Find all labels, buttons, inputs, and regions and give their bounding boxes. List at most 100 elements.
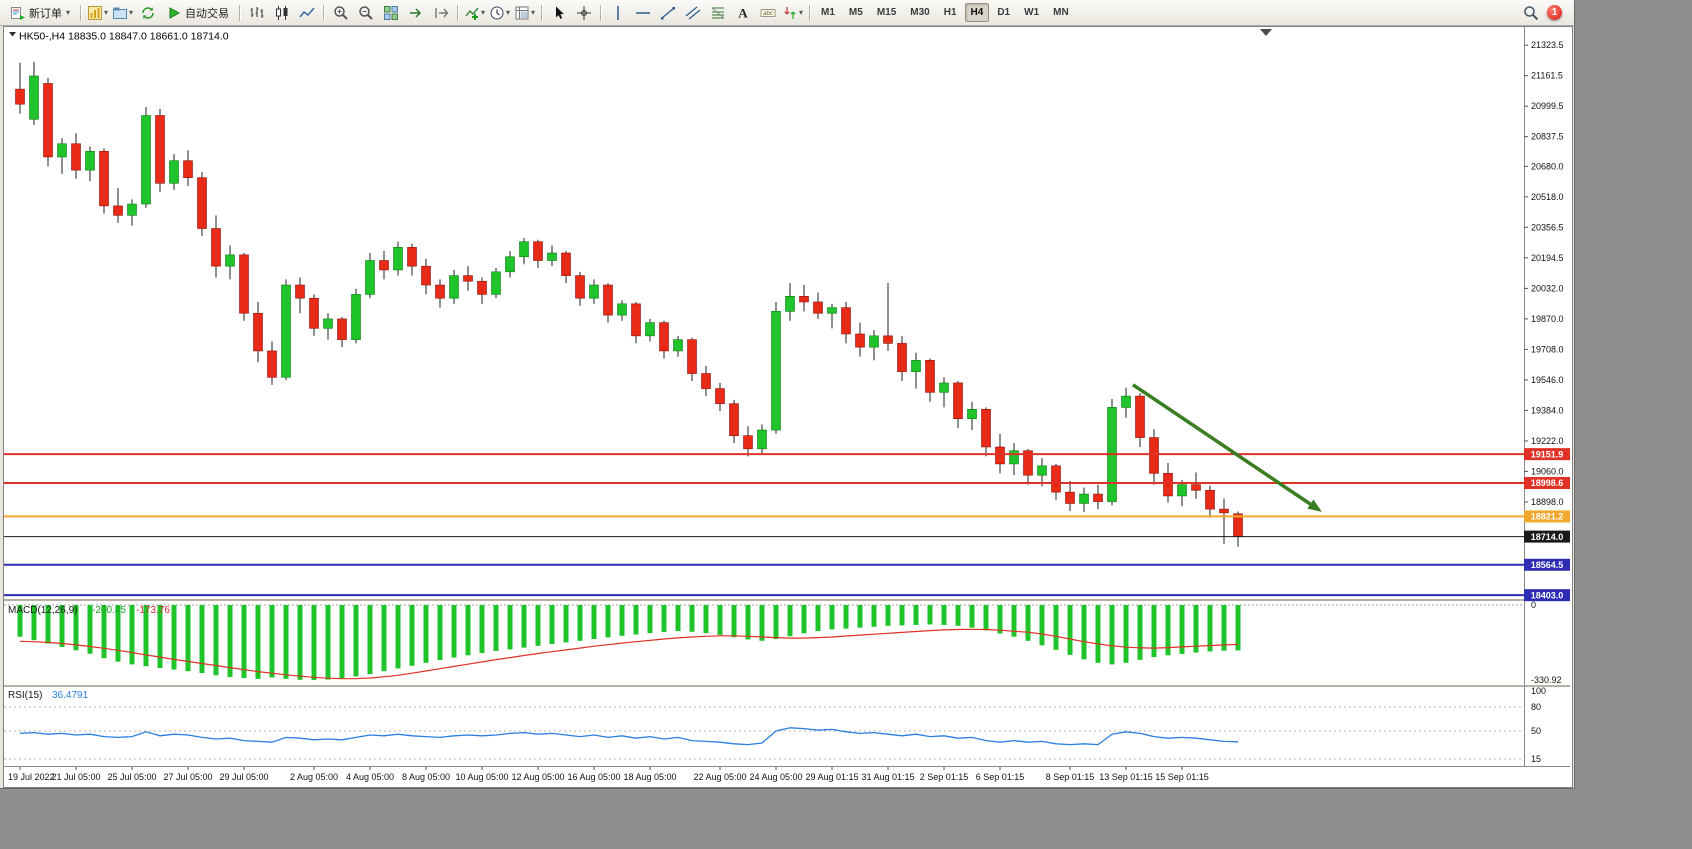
bull-candle bbox=[757, 429, 767, 450]
timeframe-d1-button[interactable]: D1 bbox=[997, 7, 1011, 18]
timeframe-m15-button[interactable]: M15 bbox=[876, 7, 897, 18]
timeframe-h1-button[interactable]: H1 bbox=[943, 7, 957, 18]
timeframe-w1-button[interactable]: W1 bbox=[1024, 7, 1040, 18]
bull-candle bbox=[365, 260, 375, 295]
bull-candle bbox=[771, 311, 781, 431]
refresh-button[interactable] bbox=[135, 2, 160, 24]
cursor-button[interactable] bbox=[546, 2, 571, 24]
bear-candle bbox=[15, 88, 25, 105]
cursor-icon bbox=[551, 5, 567, 21]
macd-histogram-bar bbox=[1095, 605, 1101, 663]
trendline-button[interactable] bbox=[655, 2, 680, 24]
symbol-dropdown-icon[interactable] bbox=[9, 32, 16, 37]
macd-histogram-bar bbox=[241, 605, 247, 678]
tile-windows-button[interactable] bbox=[378, 2, 403, 24]
price-axis-label: 21161.5 bbox=[1531, 71, 1563, 81]
timeframe-h4-button[interactable]: H4 bbox=[964, 3, 990, 22]
chart-window: 19151.9 18998.6 18821.2 18714.0 18564.5 18403… bbox=[3, 26, 1573, 788]
timeframe-m1-button[interactable]: M1 bbox=[821, 7, 835, 18]
chart-shift-marker[interactable] bbox=[1260, 29, 1272, 36]
time-axis-label: 8 Sep 01:15 bbox=[1046, 772, 1095, 782]
bear-candle bbox=[309, 297, 319, 329]
macd-histogram-bar bbox=[1081, 605, 1087, 660]
macd-main-value: -200.45 bbox=[92, 605, 126, 616]
equidistant-channel-button[interactable] bbox=[680, 2, 705, 24]
pane-splitter-macd[interactable] bbox=[4, 599, 1570, 601]
fibonacci-button[interactable] bbox=[705, 2, 730, 24]
vertical-line-button[interactable] bbox=[605, 2, 630, 24]
new-chart-button[interactable]: ▾ bbox=[85, 2, 110, 24]
profiles-button[interactable]: ▾ bbox=[110, 2, 135, 24]
macd-histogram-bar bbox=[465, 605, 471, 656]
bull-candle bbox=[547, 252, 557, 261]
pane-splitter-rsi[interactable] bbox=[4, 685, 1570, 687]
chart-canvas[interactable]: 19151.9 18998.6 18821.2 18714.0 18564.5 18403… bbox=[4, 27, 1570, 785]
macd-histogram-bar bbox=[815, 605, 821, 632]
templates-button[interactable]: ▾ bbox=[512, 2, 537, 24]
macd-histogram-bar bbox=[871, 605, 877, 627]
bear-candle bbox=[631, 303, 641, 337]
vline-icon bbox=[610, 5, 626, 21]
zoom-out-button[interactable] bbox=[353, 2, 378, 24]
price-axis-label: 20356.5 bbox=[1531, 222, 1564, 232]
chart-shift-button[interactable] bbox=[428, 2, 453, 24]
search-button[interactable] bbox=[1518, 2, 1543, 24]
periods-button[interactable]: ▾ bbox=[487, 2, 512, 24]
price-axis-label: 19546.0 bbox=[1531, 375, 1564, 385]
template-icon bbox=[514, 5, 530, 21]
macd-histogram-bar bbox=[1193, 605, 1199, 653]
linechart-icon bbox=[298, 5, 315, 21]
rsi-line bbox=[19, 727, 1239, 746]
new-order-button[interactable]: 新订单 ▾ bbox=[4, 2, 76, 24]
timeframe-m5-button[interactable]: M5 bbox=[848, 7, 863, 18]
macd-histogram-bar bbox=[633, 605, 639, 635]
bear-candle bbox=[295, 284, 305, 299]
line-chart-button[interactable] bbox=[294, 2, 319, 24]
price-axis-label: 20837.5 bbox=[1531, 132, 1564, 142]
time-axis-label: 2 Aug 05:00 bbox=[290, 772, 338, 782]
macd-histogram-bar bbox=[255, 605, 261, 679]
macd-histogram-bar bbox=[1053, 605, 1059, 650]
notification-badge[interactable]: 1 bbox=[1547, 5, 1562, 20]
indicators-button[interactable]: ▾ bbox=[462, 2, 487, 24]
horizontal-line-button[interactable] bbox=[630, 2, 655, 24]
bull-candle bbox=[967, 408, 977, 420]
time-axis-label: 21 Jul 05:00 bbox=[51, 772, 100, 782]
bear-candle bbox=[239, 254, 249, 314]
timeframe-mn-button[interactable]: MN bbox=[1053, 7, 1069, 18]
macd-histogram-bar bbox=[115, 605, 121, 662]
macd-histogram-bar bbox=[227, 605, 233, 678]
price-axis[interactable]: 21323.5 21161.5 20999.5 20837.5 20680.0 20518… bbox=[1524, 40, 1564, 764]
candlestick-chart-button[interactable] bbox=[269, 2, 294, 24]
macd-histogram-bar bbox=[171, 605, 177, 670]
zoom-in-button[interactable] bbox=[328, 2, 353, 24]
price-badge-label: 18403.0 bbox=[1531, 590, 1564, 600]
macd-histogram-bar bbox=[381, 605, 387, 672]
bear-candle bbox=[1051, 465, 1061, 493]
bull-candle bbox=[449, 275, 459, 299]
price-axis-label: 19222.0 bbox=[1531, 436, 1564, 446]
text-button[interactable]: A bbox=[730, 2, 755, 24]
time-axis-label: 31 Aug 01:15 bbox=[861, 772, 914, 782]
text-label-button[interactable]: abc bbox=[755, 2, 780, 24]
arrows-button[interactable]: ▾ bbox=[780, 2, 805, 24]
bear-candle bbox=[435, 284, 445, 299]
macd-histogram-bar bbox=[1123, 605, 1129, 663]
macd-histogram-bar bbox=[591, 605, 597, 639]
crosshair-button[interactable] bbox=[571, 2, 596, 24]
bar-chart-button[interactable] bbox=[244, 2, 269, 24]
auto-scroll-button[interactable] bbox=[403, 2, 428, 24]
trend-arrow-annotation[interactable] bbox=[1132, 383, 1322, 512]
timeframe-m30-button[interactable]: M30 bbox=[910, 7, 930, 18]
bull-candle bbox=[785, 296, 795, 312]
auto-trading-button[interactable]: 自动交易 bbox=[160, 2, 235, 24]
bear-candle bbox=[799, 296, 809, 303]
search-icon bbox=[1523, 5, 1539, 21]
macd-histogram-bar bbox=[577, 605, 583, 641]
macd-histogram-bar bbox=[507, 605, 513, 650]
hline-icon bbox=[635, 5, 651, 21]
bear-candle bbox=[379, 260, 389, 271]
macd-histogram-bar bbox=[927, 605, 933, 625]
macd-histogram-bar bbox=[73, 605, 79, 651]
